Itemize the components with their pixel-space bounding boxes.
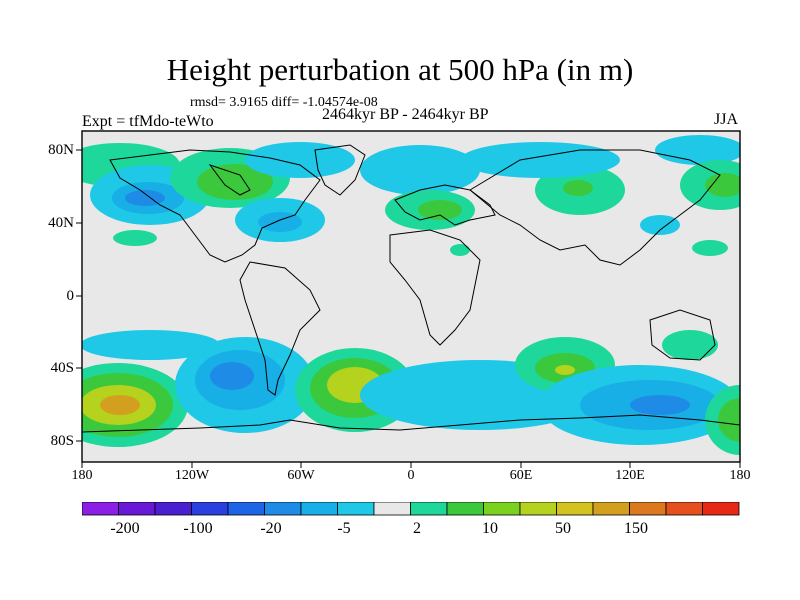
lat-label-40n: 40N [48,215,74,231]
colorbar-label-6: 10 [482,520,498,537]
colorbar-box [556,502,594,516]
colorbar-label-7: 50 [555,520,571,537]
colorbar-box [227,502,265,516]
colorbar-label-3: -20 [260,520,282,537]
colorbar-box [519,502,557,516]
stats-line: rmsd= 3.9165 diff= -1.04574e-08 [190,95,378,110]
colorbar-box [191,502,229,516]
lat-label-80n: 80N [48,142,74,158]
colorbar-box [82,502,119,516]
lon-label-60w: 60W [287,468,315,483]
colorbar-label-8: 150 [624,520,648,537]
colorbar [82,502,740,516]
experiment-label: Expt = tfMdo-teWto [82,113,214,130]
lat-label-80s: 80S [50,433,74,449]
lon-label-120w: 120W [174,468,210,483]
colorbar-box [702,502,740,516]
lon-label-120e: 120E [615,468,645,483]
colorbar-box [410,502,448,516]
colorbar-box [446,502,484,516]
colorbar-box [264,502,302,516]
lat-label-40s: 40S [50,360,74,376]
colorbar-label-4: -5 [337,520,351,537]
colorbar-box [629,502,667,516]
colorbar-box [300,502,338,516]
season-label: JJA [714,111,739,128]
coastlines [82,144,740,433]
colorbar-box [665,502,703,516]
colorbar-box [483,502,521,516]
colorbar-box [592,502,630,516]
lon-label-0: 0 [407,468,415,483]
lon-label-180w: 180 [71,468,93,483]
axis-ticks [76,149,741,468]
lon-label-180e: 180 [729,468,751,483]
lat-label-0: 0 [66,288,75,304]
colorbar-label-5: 2 [413,520,421,537]
colorbar-label-1: -200 [110,520,140,537]
subtitle: 2464kyr BP - 2464kyr BP [322,106,489,123]
colorbar-label-2: -100 [183,520,213,537]
lon-label-60e: 60E [509,468,533,483]
colorbar-box [337,502,375,516]
colorbar-box [373,502,411,516]
colorbar-box [118,502,156,516]
colorbar-box [154,502,192,516]
page-title: Height perturbation at 500 hPa (in m) [166,52,634,87]
